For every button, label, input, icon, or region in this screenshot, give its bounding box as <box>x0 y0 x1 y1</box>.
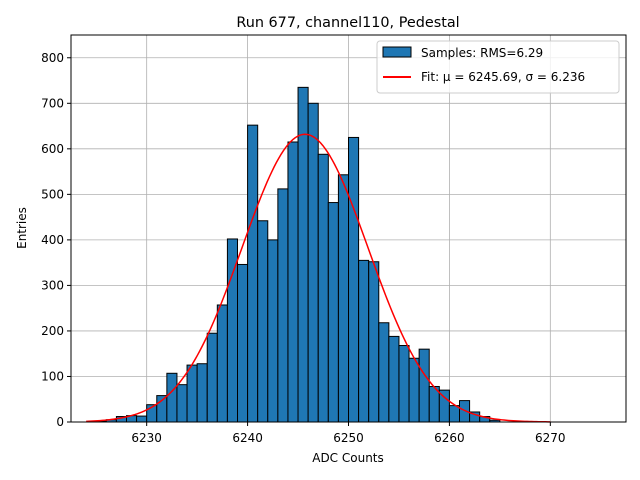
fit-curve <box>86 133 551 423</box>
histogram-bar <box>196 363 208 423</box>
histogram-bar <box>297 86 309 423</box>
histogram-bar <box>206 332 218 423</box>
histogram-bars <box>95 86 501 423</box>
histogram-bar <box>317 153 329 423</box>
histogram-bar <box>186 364 198 423</box>
histogram-bar <box>267 239 279 423</box>
histogram-bar <box>257 220 269 423</box>
histogram-bar <box>448 405 460 423</box>
x-tick-label: 6230 <box>131 431 162 445</box>
histogram-bar <box>368 261 380 423</box>
histogram-bar <box>327 202 339 423</box>
histogram-bar <box>388 335 400 423</box>
histogram-bar <box>136 415 148 423</box>
histogram-bar <box>418 348 430 423</box>
y-tick-label: 200 <box>41 324 64 338</box>
legend-label-fit: Fit: μ = 6245.69, σ = 6.236 <box>421 70 585 84</box>
histogram-bar <box>166 372 178 423</box>
histogram-bar <box>237 263 249 423</box>
x-axis-ticks: 6230 6240 6250 6260 6270 <box>131 422 566 445</box>
histogram-bar <box>358 259 370 423</box>
chart-title: Run 677, channel110, Pedestal <box>236 15 459 31</box>
y-axis-ticks: 0 100 200 300 400 500 600 700 800 <box>41 51 71 429</box>
y-tick-label: 500 <box>41 187 64 201</box>
y-tick-label: 400 <box>41 233 64 247</box>
histogram-bar <box>408 357 420 423</box>
y-tick-label: 100 <box>41 369 64 383</box>
x-tick-label: 6260 <box>434 431 465 445</box>
legend-label-samples: Samples: RMS=6.29 <box>421 46 543 60</box>
y-tick-label: 700 <box>41 96 64 110</box>
histogram-bar <box>378 322 390 423</box>
histogram-bar <box>287 141 299 423</box>
histogram-bar <box>348 136 360 423</box>
y-axis-label: Entries <box>15 207 29 249</box>
y-tick-label: 300 <box>41 278 64 292</box>
legend: Samples: RMS=6.29 Fit: μ = 6245.69, σ = … <box>376 40 620 94</box>
x-tick-label: 6240 <box>232 431 263 445</box>
histogram-bar <box>337 174 349 423</box>
histogram-bar <box>398 345 410 423</box>
histogram-bar <box>307 102 319 423</box>
y-tick-label: 800 <box>41 51 64 65</box>
x-tick-label: 6250 <box>333 431 364 445</box>
legend-box <box>376 40 620 94</box>
y-tick-label: 0 <box>56 415 64 429</box>
histogram-bar <box>277 188 289 423</box>
legend-swatch-samples <box>382 46 412 58</box>
x-tick-label: 6270 <box>535 431 566 445</box>
histogram-bar <box>247 124 259 423</box>
histogram-bar <box>176 384 188 423</box>
histogram-bar <box>216 304 228 423</box>
y-tick-label: 600 <box>41 142 64 156</box>
x-axis-label: ADC Counts <box>312 451 384 465</box>
